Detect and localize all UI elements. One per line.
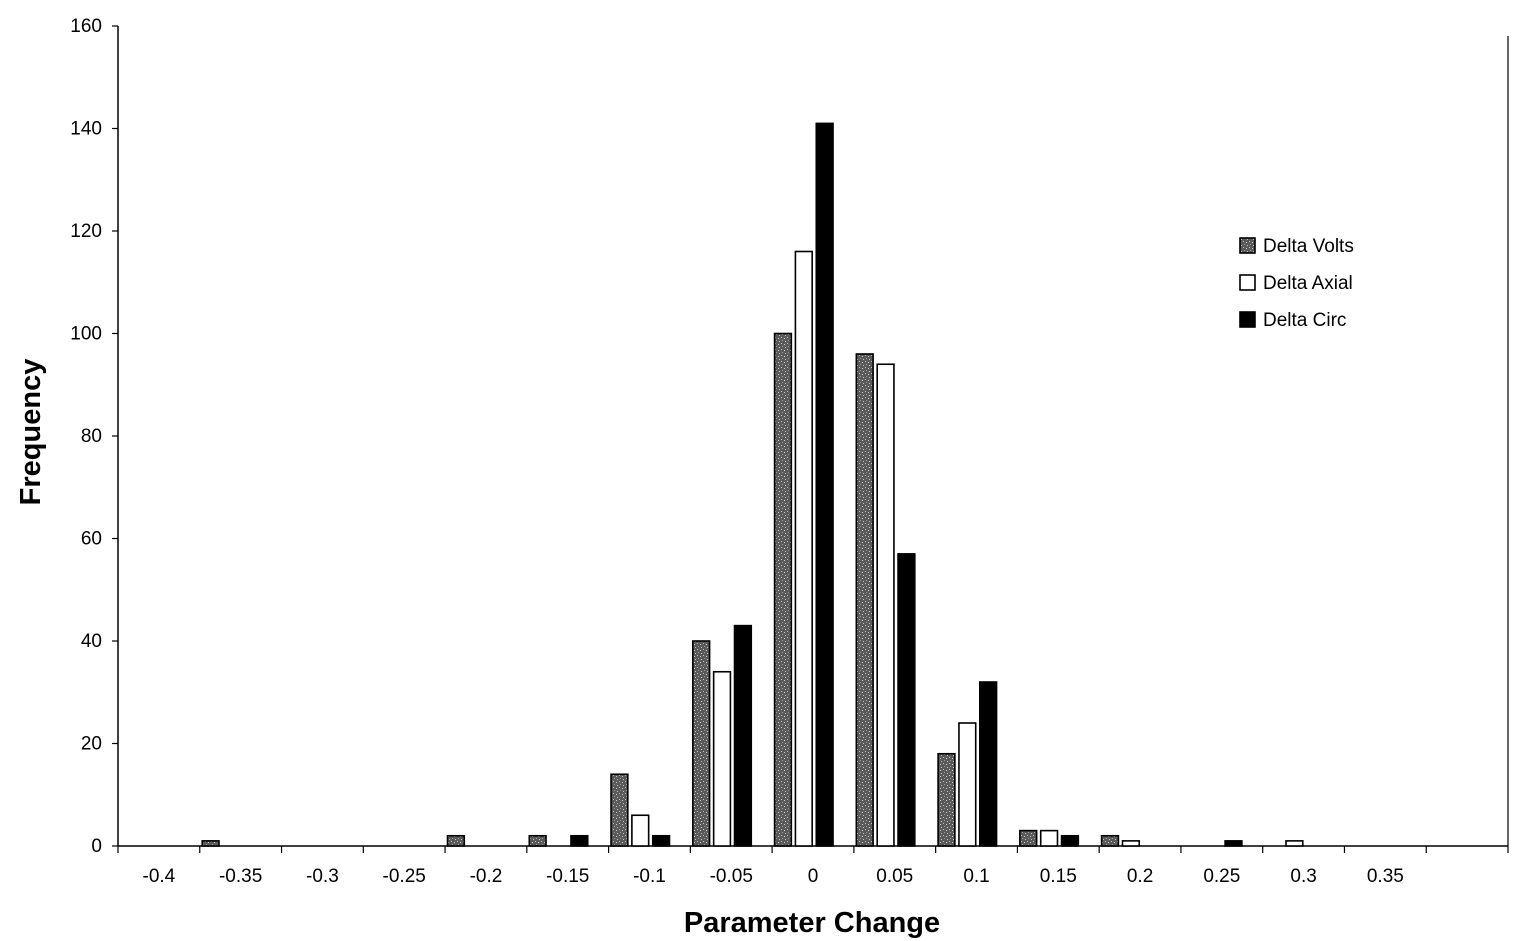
- bar-delta-volts: [1020, 831, 1037, 846]
- bar-delta-axial: [959, 723, 976, 846]
- bar-delta-volts: [693, 641, 710, 846]
- x-tick-label: -0.3: [306, 866, 339, 887]
- x-tick-label: -0.05: [710, 866, 753, 887]
- y-tick-label: 160: [70, 16, 102, 37]
- legend: Delta Volts Delta Axial Delta Circ: [1240, 236, 1354, 331]
- bar-delta-axial: [632, 815, 649, 846]
- y-axis-title: Frequency: [15, 359, 47, 506]
- bar-delta-volts: [611, 774, 628, 846]
- legend-swatch: [1240, 275, 1255, 290]
- x-tick-label: -0.15: [546, 866, 589, 887]
- bar-delta-axial: [1286, 841, 1303, 846]
- x-axis-title: Parameter Change: [684, 907, 940, 939]
- x-tick-label: 0.35: [1367, 866, 1404, 887]
- y-tick-label: 60: [81, 529, 102, 550]
- bar-delta-circ: [898, 554, 915, 846]
- y-tick-label: 0: [91, 836, 102, 857]
- bar-delta-axial: [714, 672, 731, 846]
- bar-delta-axial: [1041, 831, 1058, 846]
- y-tick-label: 140: [70, 119, 102, 140]
- y-tick-label: 80: [81, 426, 102, 447]
- bar-delta-volts: [448, 836, 465, 846]
- y-tick-label: 120: [70, 221, 102, 242]
- x-tick-label: 0.3: [1290, 866, 1316, 887]
- bar-delta-circ: [735, 626, 752, 846]
- legend-swatch: [1240, 312, 1255, 327]
- bar-delta-axial: [877, 364, 894, 846]
- bar-delta-volts: [202, 841, 219, 846]
- x-tick-label: -0.4: [143, 866, 176, 887]
- x-tick-label: -0.1: [633, 866, 666, 887]
- y-tick-label: 40: [81, 631, 102, 652]
- bar-delta-circ: [1062, 836, 1079, 846]
- x-tick-label: -0.2: [470, 866, 503, 887]
- x-tick-label: -0.35: [219, 866, 262, 887]
- bar-delta-volts: [529, 836, 546, 846]
- bar-delta-circ: [571, 836, 588, 846]
- x-tick-label: -0.25: [383, 866, 426, 887]
- axes: [118, 26, 1508, 846]
- x-tick-label: 0.1: [963, 866, 989, 887]
- bar-delta-circ: [653, 836, 670, 846]
- bar-delta-circ: [816, 123, 833, 846]
- legend-swatch: [1240, 238, 1255, 253]
- x-tick-label: 0.25: [1203, 866, 1240, 887]
- bar-delta-circ: [1225, 841, 1242, 846]
- legend-label: Delta Volts: [1263, 236, 1354, 257]
- bar-delta-volts: [1102, 836, 1119, 846]
- bar-delta-volts: [856, 354, 873, 846]
- bar-delta-axial: [795, 252, 812, 847]
- bars: [202, 123, 1303, 846]
- x-tick-label: 0.05: [876, 866, 913, 887]
- x-tick-label: 0.15: [1040, 866, 1077, 887]
- x-tick-label: 0: [808, 866, 819, 887]
- legend-label: Delta Axial: [1263, 273, 1353, 294]
- bar-delta-volts: [938, 754, 955, 846]
- y-tick-label: 100: [70, 324, 102, 345]
- y-tick-label: 20: [81, 734, 102, 755]
- bar-delta-circ: [980, 682, 997, 846]
- legend-label: Delta Circ: [1263, 310, 1346, 331]
- bar-delta-axial: [1122, 841, 1139, 846]
- bar-delta-volts: [775, 334, 792, 847]
- x-tick-label: 0.2: [1127, 866, 1153, 887]
